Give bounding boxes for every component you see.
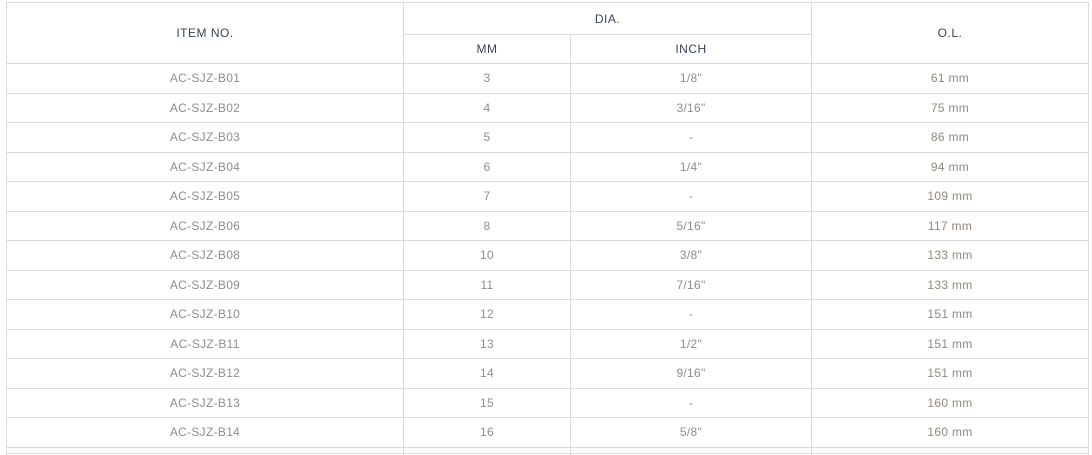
table-body: AC-SJZ-B01 3 1/8" 61 mm AC-SJZ-B02 4 3/1… bbox=[7, 63, 1088, 447]
cell-item-no: AC-SJZ-B10 bbox=[169, 307, 241, 322]
cell-item-no: AC-SJZ-B12 bbox=[169, 366, 241, 381]
table-header: ITEM NO. DIA. MM INCH O.L. bbox=[7, 3, 1088, 63]
cell-ol: 160 mm bbox=[811, 388, 1088, 417]
cell-item-no: AC-SJZ-B02 bbox=[169, 100, 241, 115]
cell-ol: 75 mm bbox=[811, 93, 1088, 122]
cell-item-no: AC-SJZ-B14 bbox=[169, 425, 241, 440]
cell-dia-mm: 12 bbox=[403, 300, 570, 329]
cell-dia-inch: 5/16" bbox=[570, 211, 811, 240]
cell-dia-inch: - bbox=[570, 388, 811, 417]
cell-ol: 133 mm bbox=[811, 241, 1088, 270]
cell-ol: 94 mm bbox=[811, 152, 1088, 181]
col-header-ol: O.L. bbox=[811, 3, 1088, 63]
cell-item-no: AC-SJZ-B13 bbox=[169, 395, 241, 410]
cell-item-no: AC-SJZ-B04 bbox=[169, 159, 241, 174]
cell-item-no: AC-SJZ-B11 bbox=[170, 336, 240, 351]
cell-dia-mm: 16 bbox=[403, 418, 570, 447]
cell-dia-inch: 1/8" bbox=[570, 64, 811, 93]
table-row: AC-SJZ-B04 6 1/4" 94 mm bbox=[7, 151, 1088, 181]
table-row: AC-SJZ-B09 11 7/16" 133 mm bbox=[7, 269, 1088, 299]
cell-item-no: AC-SJZ-B03 bbox=[169, 130, 241, 145]
partial-row-columns bbox=[6, 447, 1089, 455]
table-row: AC-SJZ-B11 13 1/2" 151 mm bbox=[7, 328, 1088, 358]
cell-item-no: AC-SJZ-B08 bbox=[169, 248, 241, 263]
cell-item-no: AC-SJZ-B05 bbox=[169, 189, 241, 204]
cell-dia-inch: 3/16" bbox=[570, 93, 811, 122]
col-header-item-no: ITEM NO. bbox=[176, 26, 234, 40]
table-row: AC-SJZ-B02 4 3/16" 75 mm bbox=[7, 92, 1088, 122]
cell-dia-mm: 6 bbox=[403, 152, 570, 181]
cell-dia-inch: - bbox=[570, 123, 811, 152]
cell-dia-inch: - bbox=[570, 182, 811, 211]
table-row: AC-SJZ-B13 15 - 160 mm bbox=[7, 387, 1088, 417]
cell-ol: 133 mm bbox=[811, 270, 1088, 299]
cell-dia-mm: 11 bbox=[403, 270, 570, 299]
cell-dia-mm: 7 bbox=[403, 182, 570, 211]
cell-ol: 151 mm bbox=[811, 300, 1088, 329]
cell-ol: 160 mm bbox=[811, 418, 1088, 447]
cell-dia-mm: 13 bbox=[403, 329, 570, 358]
cell-dia-mm: 4 bbox=[403, 93, 570, 122]
table-row: AC-SJZ-B01 3 1/8" 61 mm bbox=[7, 63, 1088, 93]
spec-table: ITEM NO. DIA. MM INCH O.L. AC-SJZ-B01 3 … bbox=[6, 2, 1089, 448]
table-row: AC-SJZ-B10 12 - 151 mm bbox=[7, 299, 1088, 329]
cell-dia-mm: 10 bbox=[403, 241, 570, 270]
cell-dia-inch: 1/2" bbox=[570, 329, 811, 358]
table-row: AC-SJZ-B08 10 3/8" 133 mm bbox=[7, 240, 1088, 270]
cell-dia-inch: - bbox=[570, 300, 811, 329]
cell-dia-inch: 9/16" bbox=[570, 359, 811, 388]
col-header-dia-mm: MM bbox=[403, 34, 570, 63]
cell-dia-mm: 5 bbox=[403, 123, 570, 152]
cell-ol: 61 mm bbox=[811, 64, 1088, 93]
partial-row-divider bbox=[6, 453, 1089, 454]
cell-item-no: AC-SJZ-B09 bbox=[169, 277, 241, 292]
table-row: AC-SJZ-B06 8 5/16" 117 mm bbox=[7, 210, 1088, 240]
cell-dia-inch: 5/8" bbox=[570, 418, 811, 447]
cell-dia-mm: 8 bbox=[403, 211, 570, 240]
partial-next-table-row bbox=[6, 447, 1089, 455]
cell-ol: 151 mm bbox=[811, 359, 1088, 388]
cell-dia-inch: 7/16" bbox=[570, 270, 811, 299]
cell-item-no: AC-SJZ-B01 bbox=[169, 71, 241, 86]
table-row: AC-SJZ-B14 16 5/8" 160 mm bbox=[7, 417, 1088, 447]
cell-ol: 151 mm bbox=[811, 329, 1088, 358]
cell-dia-mm: 3 bbox=[403, 64, 570, 93]
cell-dia-inch: 1/4" bbox=[570, 152, 811, 181]
cell-ol: 86 mm bbox=[811, 123, 1088, 152]
cell-item-no: AC-SJZ-B06 bbox=[169, 218, 241, 233]
table-row: AC-SJZ-B03 5 - 86 mm bbox=[7, 122, 1088, 152]
col-header-dia: DIA. bbox=[403, 3, 811, 34]
cell-dia-inch: 3/8" bbox=[570, 241, 811, 270]
cell-ol: 117 mm bbox=[811, 211, 1088, 240]
table-row: AC-SJZ-B05 7 - 109 mm bbox=[7, 181, 1088, 211]
cell-ol: 109 mm bbox=[811, 182, 1088, 211]
cell-dia-mm: 15 bbox=[403, 388, 570, 417]
col-header-dia-inch: INCH bbox=[570, 34, 811, 63]
table-row: AC-SJZ-B12 14 9/16" 151 mm bbox=[7, 358, 1088, 388]
cell-dia-mm: 14 bbox=[403, 359, 570, 388]
